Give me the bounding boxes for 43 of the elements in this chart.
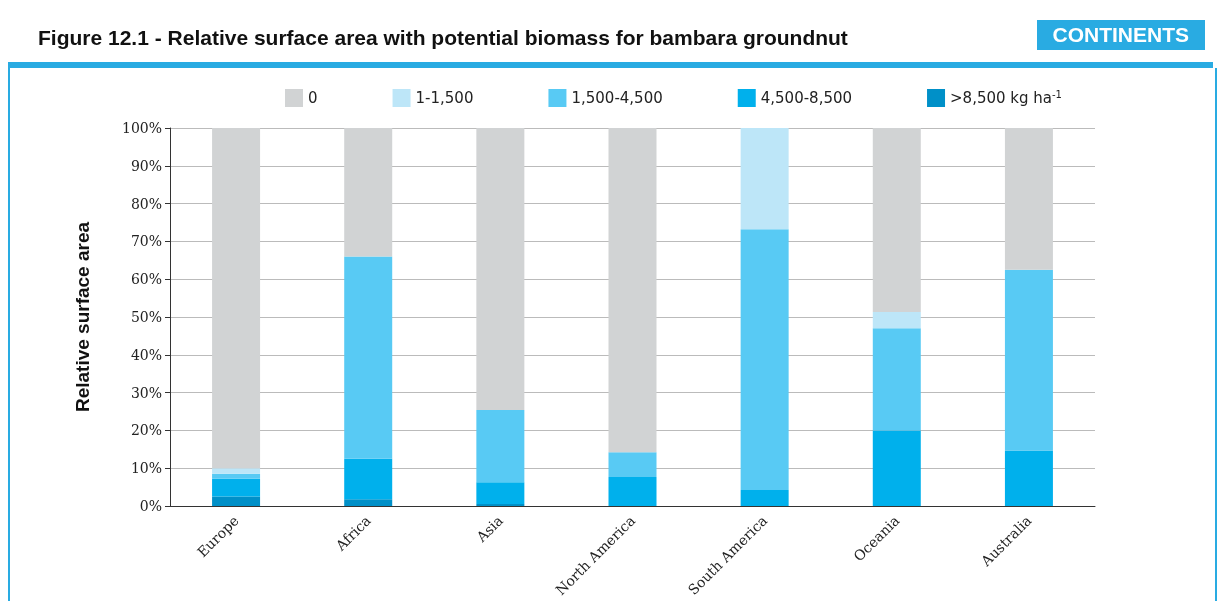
bar	[212, 473, 261, 479]
bar	[608, 452, 657, 477]
y-tick-label: 10%	[130, 460, 162, 477]
bar	[476, 128, 525, 410]
bar	[872, 328, 921, 431]
bar	[344, 499, 393, 506]
bar	[212, 496, 261, 506]
y-tick-label: 80%	[130, 195, 162, 212]
bar	[608, 476, 657, 506]
bar	[476, 482, 525, 505]
y-axis-title: Relative surface area	[72, 221, 93, 413]
bar	[1004, 128, 1053, 270]
y-tick-label: 70%	[130, 233, 162, 250]
bar	[872, 128, 921, 313]
y-tick-label: 90%	[130, 157, 162, 174]
bar	[344, 128, 393, 257]
bar	[212, 128, 261, 469]
bar	[1004, 269, 1053, 451]
bar	[740, 229, 789, 491]
y-tick-label: 60%	[130, 271, 162, 288]
y-tick-label: 20%	[130, 422, 162, 439]
y-tick-label: 50%	[130, 309, 162, 325]
legend-label: 0	[308, 89, 318, 107]
bar	[1004, 450, 1053, 506]
bar	[872, 430, 921, 506]
bar	[476, 409, 525, 483]
y-tick-label: 40%	[130, 346, 162, 363]
bar	[740, 128, 789, 230]
chart-subtitle: CONTINENTS	[1036, 20, 1205, 50]
legend-label: 1,500-4,500	[571, 89, 663, 107]
legend-label: 1-1,500	[415, 89, 474, 107]
bar	[212, 468, 261, 474]
bar	[740, 490, 789, 506]
bar	[212, 478, 261, 497]
chart-title: Figure 12.1 - Relative surface area with potential biomass for bambara groundnut	[38, 26, 848, 50]
y-tick-label: 30%	[130, 384, 162, 401]
bar	[872, 312, 921, 329]
bar	[344, 256, 393, 459]
bar	[344, 458, 393, 500]
y-tick-label: 0%	[139, 498, 162, 514]
y-tick-label: 100%	[121, 120, 162, 136]
legend-label: 4,500-8,500	[760, 89, 853, 107]
bar	[608, 128, 657, 453]
